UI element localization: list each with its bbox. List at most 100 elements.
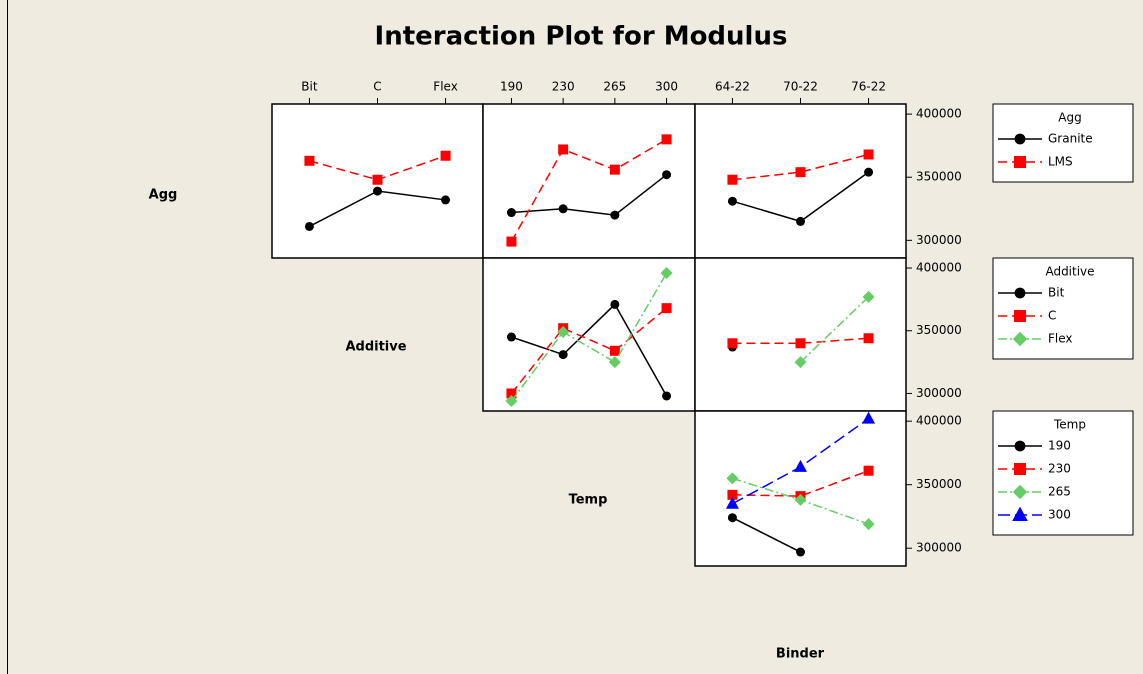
marker bbox=[558, 204, 568, 214]
marker bbox=[373, 186, 382, 196]
marker bbox=[1014, 310, 1026, 322]
x-tick-label: C bbox=[373, 80, 381, 94]
y-tick-label: 300000 bbox=[916, 541, 962, 555]
marker bbox=[1014, 463, 1026, 475]
marker bbox=[727, 513, 737, 523]
marker bbox=[795, 167, 806, 178]
marker bbox=[794, 356, 807, 369]
marker bbox=[863, 465, 874, 476]
marker bbox=[1012, 506, 1028, 521]
legend-title: Temp bbox=[1053, 418, 1086, 432]
marker bbox=[441, 195, 451, 205]
series-line bbox=[511, 174, 668, 216]
series-line bbox=[799, 296, 870, 363]
series-line bbox=[511, 303, 668, 397]
y-tick-label: 300000 bbox=[916, 233, 962, 247]
legend-title: Additive bbox=[1045, 265, 1094, 279]
marker bbox=[1012, 331, 1028, 347]
marker bbox=[661, 303, 672, 314]
marker bbox=[727, 489, 738, 500]
series-line bbox=[732, 337, 869, 345]
marker bbox=[862, 411, 876, 424]
y-tick-label: 350000 bbox=[916, 323, 962, 337]
marker bbox=[506, 208, 516, 218]
marker bbox=[661, 134, 672, 145]
marker bbox=[610, 210, 620, 220]
legend-title: Agg bbox=[1058, 111, 1081, 125]
series-line bbox=[732, 470, 869, 497]
legend bbox=[992, 103, 1134, 183]
legend-label: Bit bbox=[1048, 286, 1065, 300]
marker bbox=[505, 394, 518, 407]
x-tick-label: Flex bbox=[433, 80, 458, 94]
y-tick-label: 400000 bbox=[916, 261, 962, 275]
series-line bbox=[510, 138, 667, 242]
marker bbox=[610, 299, 620, 309]
marker bbox=[864, 167, 874, 177]
marker bbox=[1014, 156, 1026, 168]
marker bbox=[304, 155, 315, 166]
legend-label: C bbox=[1048, 309, 1056, 323]
marker bbox=[863, 333, 874, 344]
panel bbox=[694, 103, 907, 259]
marker bbox=[609, 345, 620, 356]
marker bbox=[558, 350, 568, 360]
marker bbox=[796, 216, 805, 226]
legend-label: 300 bbox=[1048, 508, 1071, 522]
marker bbox=[506, 332, 516, 342]
chart-title: Interaction Plot for Modulus bbox=[375, 22, 788, 52]
marker bbox=[662, 170, 672, 180]
marker bbox=[862, 290, 875, 303]
x-tick-label: 76-22 bbox=[851, 80, 886, 94]
legend-label: LMS bbox=[1048, 155, 1073, 169]
marker bbox=[372, 174, 383, 185]
legend-label: 265 bbox=[1048, 485, 1071, 499]
series-line bbox=[732, 153, 869, 181]
marker bbox=[727, 338, 738, 349]
marker bbox=[727, 174, 738, 185]
marker bbox=[727, 196, 737, 206]
marker bbox=[796, 547, 805, 557]
factor-label: Additive bbox=[345, 340, 406, 355]
marker bbox=[304, 221, 314, 231]
marker bbox=[506, 388, 517, 399]
series-line bbox=[510, 307, 668, 394]
marker bbox=[1012, 484, 1028, 500]
x-tick-label: 64-22 bbox=[715, 80, 750, 94]
marker bbox=[558, 144, 569, 155]
legend-label: 190 bbox=[1048, 439, 1071, 453]
factor-label: Binder bbox=[776, 647, 825, 662]
x-tick-label: Bit bbox=[301, 80, 318, 94]
marker bbox=[557, 325, 570, 338]
panel bbox=[694, 257, 907, 412]
marker bbox=[1014, 287, 1026, 299]
marker bbox=[1014, 440, 1026, 452]
panel bbox=[482, 257, 696, 412]
x-tick-label: 300 bbox=[655, 80, 678, 94]
y-tick-label: 300000 bbox=[916, 386, 962, 400]
y-tick-label: 350000 bbox=[916, 170, 962, 184]
marker bbox=[863, 149, 874, 160]
x-tick-label: 265 bbox=[603, 80, 626, 94]
marker bbox=[862, 518, 875, 531]
marker bbox=[440, 150, 451, 161]
marker bbox=[662, 391, 672, 401]
y-tick-label: 400000 bbox=[916, 414, 962, 428]
marker bbox=[726, 472, 739, 485]
marker bbox=[609, 164, 620, 175]
marker bbox=[660, 267, 673, 280]
factor-label: Temp bbox=[569, 493, 608, 508]
factor-label: Agg bbox=[149, 188, 178, 203]
marker bbox=[794, 459, 807, 472]
panel bbox=[694, 410, 907, 567]
legend-label: 230 bbox=[1048, 462, 1071, 476]
y-tick-label: 400000 bbox=[916, 107, 962, 121]
marker bbox=[1014, 133, 1026, 145]
marker bbox=[794, 493, 807, 506]
legend-label: Flex bbox=[1048, 332, 1073, 346]
x-tick-label: 70-22 bbox=[783, 80, 818, 94]
x-tick-label: 190 bbox=[500, 80, 523, 94]
y-tick-label: 350000 bbox=[916, 477, 962, 491]
legend-label: Granite bbox=[1048, 132, 1093, 146]
